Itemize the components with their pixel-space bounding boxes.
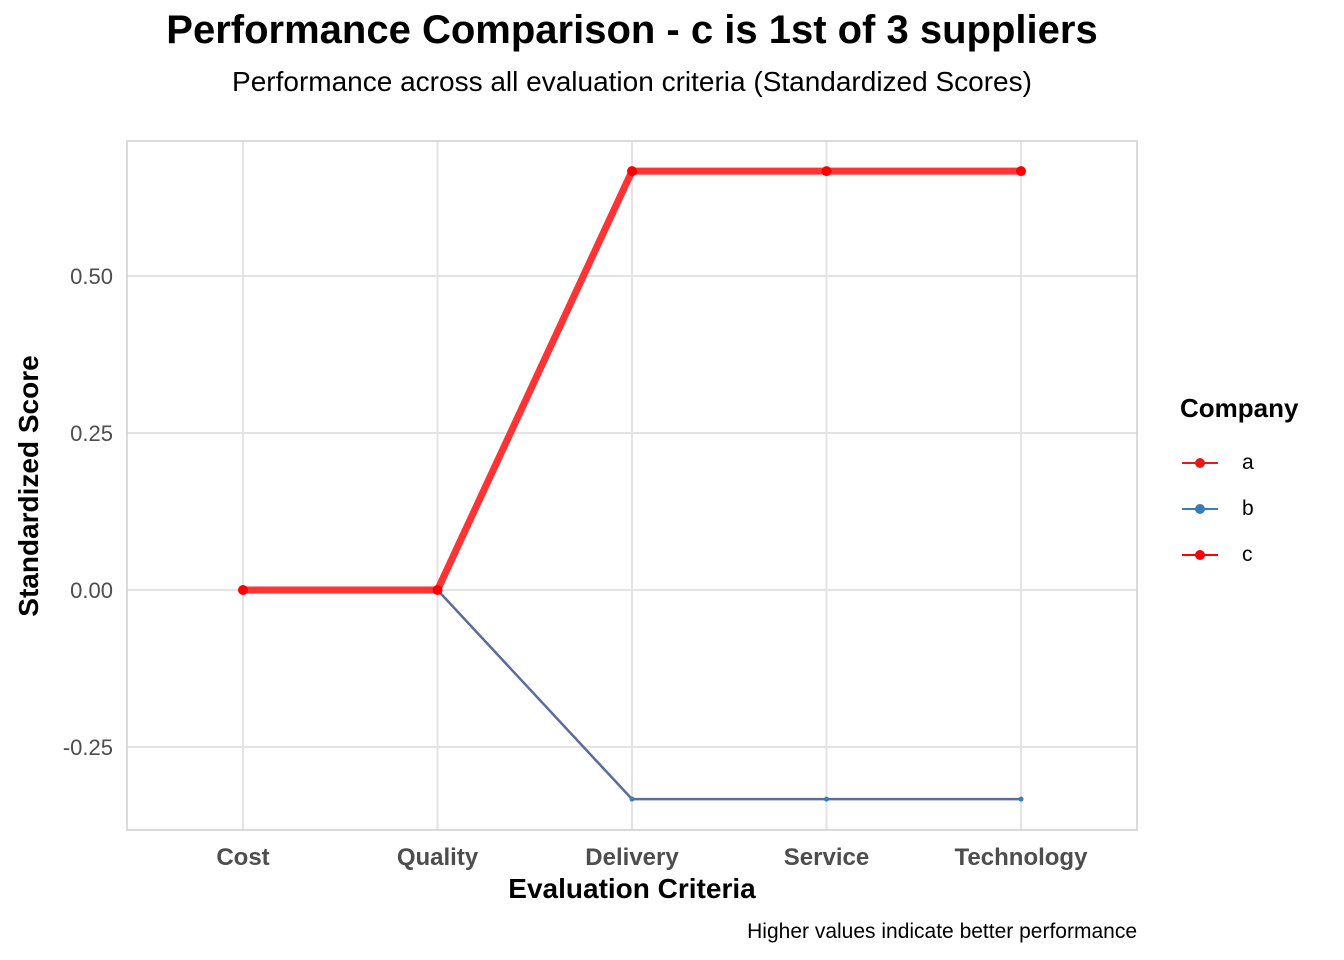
- legend-item-a: a: [1180, 440, 1298, 486]
- y-tick-label: 0.00: [70, 578, 113, 603]
- data-point-c: [238, 585, 248, 595]
- legend-key-a: [1180, 453, 1220, 473]
- x-tick-label: Delivery: [585, 844, 679, 871]
- chart-caption: Higher values indicate better performanc…: [747, 920, 1137, 943]
- data-point-b: [824, 796, 829, 802]
- data-point-c: [821, 166, 832, 177]
- chart-subtitle: Performance across all evaluation criter…: [232, 66, 1032, 97]
- x-tick-label: Technology: [955, 844, 1089, 871]
- data-point-c: [1016, 166, 1026, 177]
- y-axis-ticks: 0.50 0.25 0.00 -0.25: [63, 264, 113, 760]
- y-axis-label: Standardized Score: [13, 355, 44, 617]
- data-point-c: [432, 585, 443, 595]
- x-axis-ticks: Cost Quality Delivery Service Technology: [216, 844, 1088, 871]
- legend-item-c: c: [1180, 532, 1298, 578]
- legend-label-b: b: [1242, 497, 1254, 520]
- data-point-b: [629, 796, 635, 802]
- data-point-b: [1018, 796, 1024, 802]
- series-layer: [238, 166, 1026, 802]
- panel-border: [126, 140, 1138, 831]
- legend-label-c: c: [1242, 543, 1253, 566]
- legend-key-b: [1180, 499, 1220, 519]
- series-c: [238, 166, 1026, 595]
- y-tick-label: 0.25: [70, 421, 113, 446]
- y-tick-label: -0.25: [63, 735, 113, 760]
- legend-title: Company: [1180, 393, 1299, 423]
- grid-lines: [127, 141, 1137, 830]
- x-tick-label: Quality: [397, 844, 479, 871]
- x-tick-label: Cost: [216, 844, 269, 871]
- chart-title: Performance Comparison - c is 1st of 3 s…: [166, 8, 1098, 52]
- x-tick-label: Service: [784, 844, 869, 871]
- legend-item-b: b: [1180, 486, 1298, 532]
- y-tick-label: 0.50: [70, 264, 113, 289]
- legend-key-c: [1180, 545, 1220, 565]
- x-axis-label: Evaluation Criteria: [508, 873, 756, 904]
- legend: Company a b c: [1180, 393, 1298, 578]
- data-point-c: [627, 166, 637, 177]
- legend-label-a: a: [1242, 451, 1254, 474]
